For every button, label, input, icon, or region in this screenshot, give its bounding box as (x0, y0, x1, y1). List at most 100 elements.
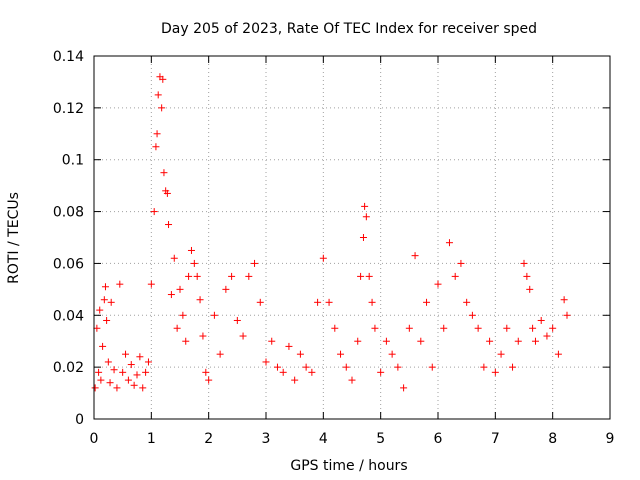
data-point (411, 252, 419, 260)
data-point (133, 371, 141, 379)
data-point (176, 285, 184, 293)
data-point (107, 298, 115, 306)
data-point (319, 254, 327, 262)
data-point (182, 337, 190, 345)
data-point (486, 337, 494, 345)
data-point (139, 384, 147, 392)
data-point (228, 272, 236, 280)
data-point (165, 221, 173, 229)
data-point (150, 208, 158, 216)
data-point (153, 130, 161, 138)
data-point (543, 332, 551, 340)
data-point (503, 324, 511, 332)
data-point (101, 283, 109, 291)
data-point (185, 272, 193, 280)
data-point (154, 91, 162, 99)
data-point (325, 298, 333, 306)
data-point (179, 311, 187, 319)
data-point (239, 332, 247, 340)
grid-lines (94, 56, 610, 419)
data-point (497, 350, 505, 358)
data-point (96, 306, 104, 314)
data-point (417, 337, 425, 345)
data-point (142, 368, 150, 376)
data-point (116, 280, 124, 288)
data-point (216, 350, 224, 358)
data-point (509, 363, 517, 371)
data-point (520, 259, 528, 267)
data-point (400, 384, 408, 392)
data-point (354, 337, 362, 345)
data-point (103, 316, 111, 324)
data-point (428, 363, 436, 371)
data-point (394, 363, 402, 371)
y-tick-label: 0.1 (62, 153, 84, 169)
data-point (193, 272, 201, 280)
data-point (205, 376, 213, 384)
data-point (144, 358, 152, 366)
data-point (296, 350, 304, 358)
data-point (463, 298, 471, 306)
y-tick-label: 0 (75, 412, 84, 428)
data-point (377, 368, 385, 376)
data-point (537, 316, 545, 324)
x-tick-label: 0 (90, 431, 99, 447)
x-tick-label: 6 (434, 431, 443, 447)
data-point (368, 298, 376, 306)
data-point (273, 363, 281, 371)
data-point (468, 311, 476, 319)
data-point (222, 285, 230, 293)
axis-ticks: 0 1 2 3 4 5 6 7 8 9 0 0.02 0.04 0.06 0.08 0.1 0.12 0.14 (53, 49, 615, 447)
data-point (167, 291, 175, 299)
data-point (106, 379, 114, 387)
data-point (97, 376, 105, 384)
data-point (308, 368, 316, 376)
y-tick-label: 0.14 (53, 49, 84, 65)
data-point (268, 337, 276, 345)
data-point (256, 298, 264, 306)
data-point (110, 366, 118, 374)
data-point (342, 363, 350, 371)
data-point (474, 324, 482, 332)
data-point (152, 143, 160, 151)
data-point (199, 332, 207, 340)
data-point (359, 234, 367, 241)
data-point (362, 213, 370, 221)
data-point (187, 246, 195, 254)
data-point (563, 311, 571, 319)
data-point (560, 296, 568, 304)
data-point (91, 384, 99, 392)
data-point (127, 361, 135, 369)
data-point (158, 104, 166, 112)
data-point (104, 358, 112, 366)
data-point (491, 368, 499, 376)
data-point (202, 368, 210, 376)
data-point (554, 350, 562, 358)
data-point (348, 376, 356, 384)
data-point (196, 296, 204, 304)
data-point (99, 342, 107, 350)
data-point (122, 350, 130, 358)
chart-title: Day 205 of 2023, Rate Of TEC Index for r… (161, 21, 537, 37)
x-tick-label: 9 (606, 431, 615, 447)
data-point (251, 259, 259, 267)
data-point (159, 75, 167, 83)
data-point (170, 254, 178, 262)
data-point (124, 376, 132, 384)
data-point (529, 324, 537, 332)
data-point (357, 272, 365, 280)
data-point (423, 298, 431, 306)
data-point (405, 324, 413, 332)
data-point (480, 363, 488, 371)
data-point (451, 272, 459, 280)
data-point (523, 272, 531, 280)
data-point (163, 189, 171, 197)
y-tick-label: 0.02 (53, 360, 84, 376)
plot-frame (93, 55, 611, 420)
data-point (457, 259, 465, 267)
data-point (382, 337, 390, 345)
x-tick-label: 1 (147, 431, 156, 447)
data-point (285, 342, 293, 350)
x-tick-label: 8 (548, 431, 557, 447)
